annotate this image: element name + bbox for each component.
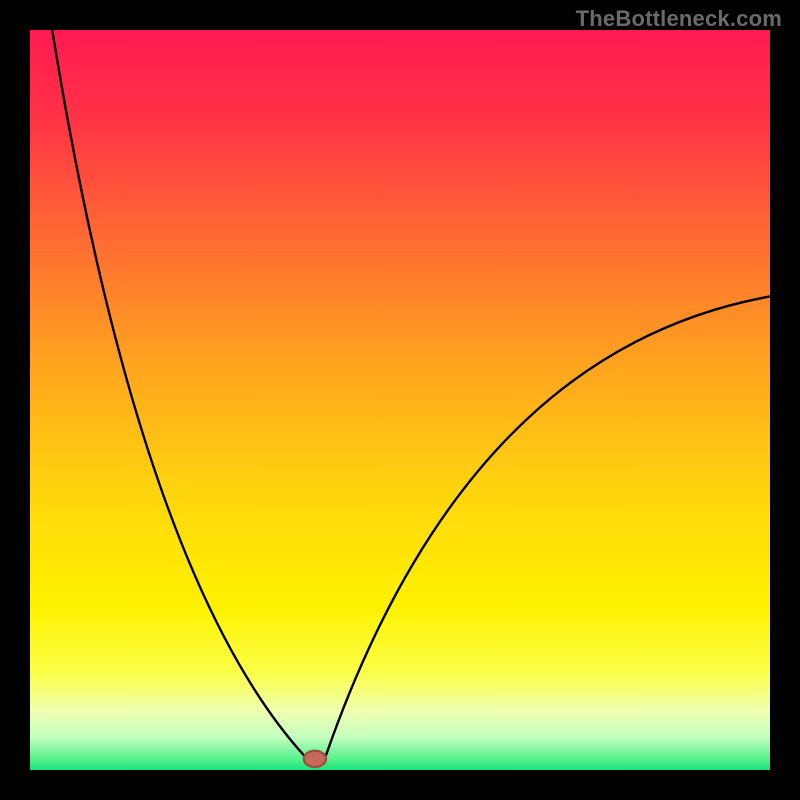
bottleneck-chart-svg <box>30 30 770 770</box>
gradient-background <box>30 30 770 770</box>
watermark-text: TheBottleneck.com <box>576 6 782 32</box>
plot-area <box>30 30 770 770</box>
chart-frame: TheBottleneck.com <box>0 0 800 800</box>
optimal-point-marker <box>304 751 326 767</box>
